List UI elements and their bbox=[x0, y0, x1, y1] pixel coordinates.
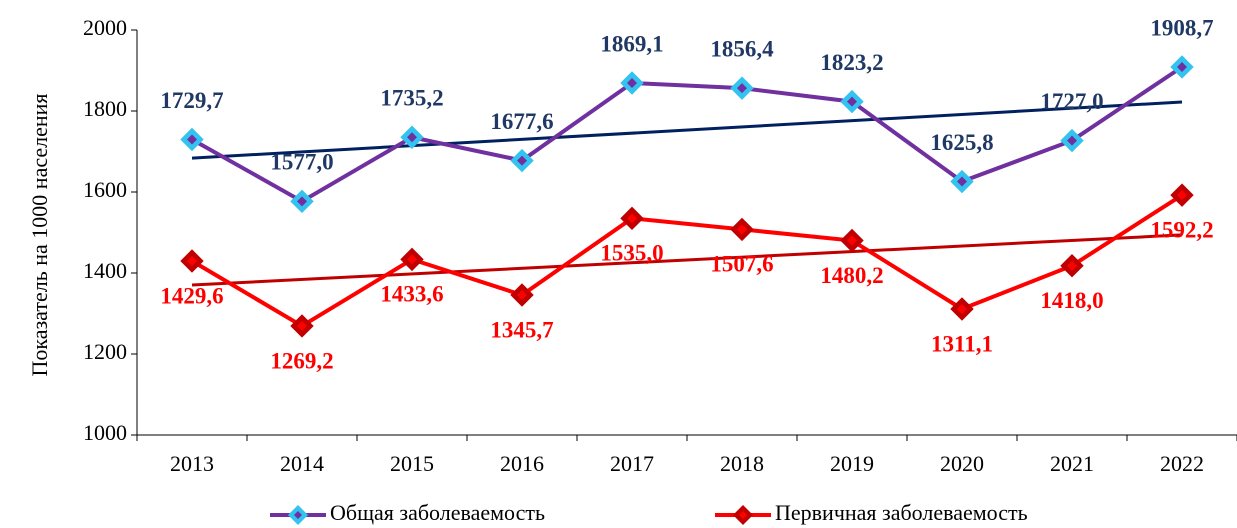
data-label: 1418,0 bbox=[1040, 288, 1103, 313]
legend-marker-core bbox=[294, 511, 302, 519]
marker-core bbox=[1177, 190, 1187, 201]
marker-core bbox=[737, 83, 747, 94]
data-label: 1345,7 bbox=[490, 317, 553, 342]
x-tick-label: 2016 bbox=[500, 451, 544, 476]
marker-core bbox=[407, 254, 417, 265]
marker-core bbox=[1177, 61, 1187, 72]
data-label: 1535,0 bbox=[600, 241, 663, 266]
x-tick-label: 2021 bbox=[1050, 451, 1094, 476]
data-label: 1625,8 bbox=[930, 130, 993, 155]
x-tick-label: 2022 bbox=[1160, 451, 1204, 476]
y-axis-title: Показатель на 1000 населения bbox=[27, 93, 52, 376]
y-tick-label: 2000 bbox=[83, 15, 127, 40]
legend-label: Общая заболеваемость bbox=[330, 500, 545, 525]
data-label: 1592,2 bbox=[1150, 217, 1213, 242]
marker-core bbox=[847, 96, 857, 107]
trendline bbox=[191, 100, 1183, 160]
x-tick-label: 2018 bbox=[720, 451, 764, 476]
marker-core bbox=[957, 304, 967, 315]
data-label: 1429,6 bbox=[160, 283, 223, 308]
marker-core bbox=[407, 132, 417, 143]
data-label: 1677,6 bbox=[490, 109, 553, 134]
y-tick-label: 1200 bbox=[83, 339, 127, 364]
data-label: 1908,7 bbox=[1150, 15, 1213, 40]
data-label: 1869,1 bbox=[600, 31, 663, 56]
data-label: 1311,1 bbox=[931, 331, 993, 356]
y-tick-label: 1000 bbox=[83, 420, 127, 445]
marker-core bbox=[517, 289, 527, 300]
x-tick-label: 2019 bbox=[830, 451, 874, 476]
data-label: 1729,7 bbox=[160, 88, 223, 113]
x-tick-label: 2014 bbox=[280, 451, 324, 476]
marker-core bbox=[297, 196, 307, 207]
marker-core bbox=[517, 155, 527, 166]
marker-core bbox=[1067, 260, 1077, 271]
data-label: 1480,2 bbox=[820, 263, 883, 288]
data-label: 1727,0 bbox=[1040, 89, 1103, 114]
data-label: 1856,4 bbox=[710, 36, 774, 61]
data-label: 1507,6 bbox=[710, 252, 773, 277]
marker-core bbox=[957, 176, 967, 187]
marker-core bbox=[297, 320, 307, 331]
marker-core bbox=[627, 78, 637, 89]
y-tick-label: 1400 bbox=[83, 258, 127, 283]
trendline bbox=[191, 233, 1183, 287]
marker-core bbox=[627, 213, 637, 224]
y-tick-label: 1800 bbox=[83, 96, 127, 121]
marker-core bbox=[737, 224, 747, 235]
x-tick-label: 2013 bbox=[170, 451, 214, 476]
marker-core bbox=[847, 235, 857, 246]
y-tick-label: 1600 bbox=[83, 177, 127, 202]
marker-core bbox=[187, 256, 197, 267]
data-label: 1433,6 bbox=[380, 282, 443, 307]
legend-marker-core bbox=[739, 511, 747, 519]
series-line bbox=[191, 65, 1184, 204]
data-label: 1735,2 bbox=[380, 86, 443, 111]
series-line bbox=[190, 193, 1184, 329]
x-tick-label: 2017 bbox=[610, 451, 654, 476]
data-label: 1823,2 bbox=[820, 50, 883, 75]
x-tick-label: 2015 bbox=[390, 451, 434, 476]
marker-core bbox=[187, 134, 197, 145]
data-label: 1269,2 bbox=[270, 348, 333, 373]
marker-core bbox=[1067, 135, 1077, 146]
legend-label: Первичная заболеваемость bbox=[775, 500, 1028, 525]
x-tick-label: 2020 bbox=[940, 451, 984, 476]
data-label: 1577,0 bbox=[270, 150, 333, 175]
